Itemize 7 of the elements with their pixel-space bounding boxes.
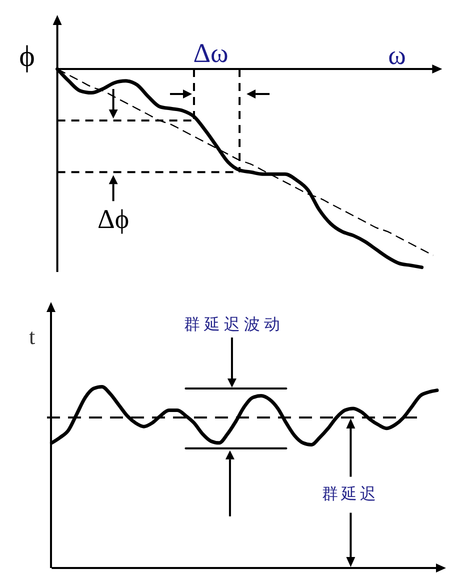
y-axis-title: t xyxy=(28,324,36,349)
x-axis-title: ω xyxy=(388,40,406,70)
text: Δω xyxy=(193,38,228,68)
y-axis-title: ϕ xyxy=(19,40,35,73)
annotation: 群延迟 xyxy=(322,484,380,503)
annotation: Δϕ xyxy=(98,204,130,234)
text: 群延迟波动 xyxy=(184,314,284,334)
